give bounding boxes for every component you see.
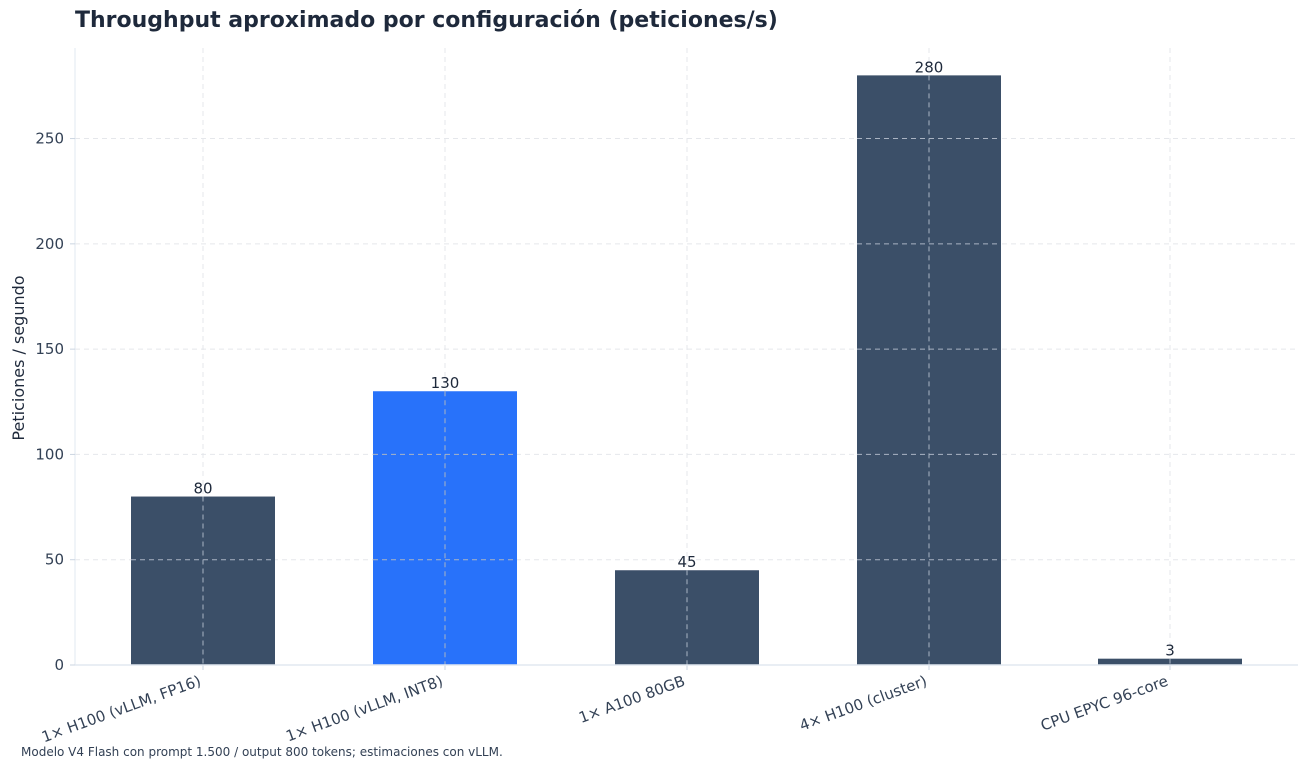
x-category-label: CPU EPYC 96-core xyxy=(1038,672,1170,735)
bar-value-label: 280 xyxy=(915,58,944,76)
y-tick-label: 250 xyxy=(35,130,64,148)
y-axis-title: Peticiones / segundo xyxy=(9,275,28,440)
y-tick-label: 150 xyxy=(35,340,64,358)
bar-value-label: 130 xyxy=(431,374,460,392)
bar xyxy=(857,75,1001,665)
x-category-label: 4× H100 (cluster) xyxy=(797,672,929,735)
bar-value-label: 45 xyxy=(677,553,696,571)
bars-layer xyxy=(131,75,1242,665)
y-tick-labels: 0 50 100 150 200 250 xyxy=(35,130,75,674)
x-category-labels: 1× H100 (vLLM, FP16) 1× H100 (vLLM, INT8)… xyxy=(39,672,1170,746)
chart-footnote: Modelo V4 Flash con prompt 1.500 / outpu… xyxy=(21,745,503,759)
x-category-label: 1× A100 80GB xyxy=(576,672,687,727)
x-category-label: 1× H100 (vLLM, FP16) xyxy=(39,672,203,746)
y-tick-label: 0 xyxy=(54,656,64,674)
y-tick-label: 100 xyxy=(35,445,64,463)
bar-value-label: 3 xyxy=(1165,642,1175,660)
value-labels: 80 130 45 280 3 xyxy=(193,58,1174,659)
axes-layer xyxy=(74,48,1298,670)
vertical-grid-layer xyxy=(131,75,1171,665)
y-tick-label: 50 xyxy=(45,551,64,569)
chart-title: Throughput aproximado por configuración … xyxy=(75,8,778,33)
x-category-label: 1× H100 (vLLM, INT8) xyxy=(284,672,446,746)
y-tick-label: 200 xyxy=(35,235,64,253)
bar-value-label: 80 xyxy=(193,480,212,498)
